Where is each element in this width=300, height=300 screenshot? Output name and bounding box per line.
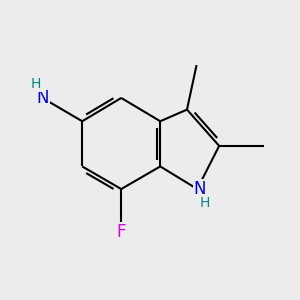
Text: N: N	[194, 180, 206, 198]
Text: N: N	[36, 89, 49, 107]
Text: F: F	[116, 223, 126, 241]
Text: H: H	[31, 77, 41, 91]
Text: H: H	[200, 196, 210, 210]
